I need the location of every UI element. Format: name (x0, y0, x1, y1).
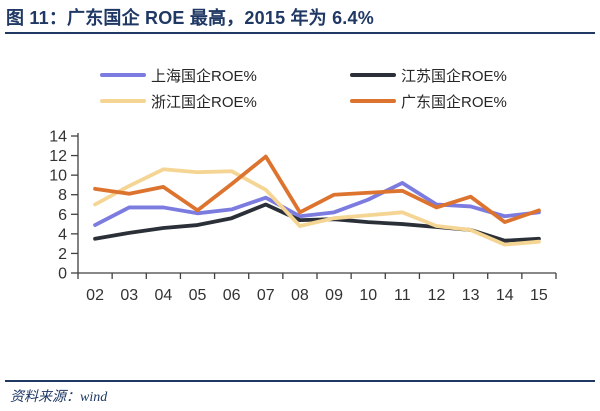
x-axis-tick-label: 08 (291, 287, 309, 304)
y-axis-tick-label: 2 (58, 246, 67, 263)
legend-label: 广东国企ROE% (401, 93, 507, 111)
x-axis-tick-label: 04 (154, 287, 172, 304)
y-axis-tick-label: 10 (49, 168, 67, 185)
y-axis-tick-label: 0 (58, 266, 67, 283)
x-axis-tick-label: 06 (223, 287, 241, 304)
series-line-shanghai (93, 181, 541, 227)
legend-label: 浙江国企ROE% (151, 93, 257, 111)
x-axis-tick-label: 03 (120, 287, 138, 304)
series-line-zhejiang (93, 167, 541, 247)
series-line-guangdong (93, 154, 541, 225)
legend-item-zhejiang: 浙江国企ROE% (100, 90, 350, 112)
legend-item-jiangsu: 江苏国企ROE% (350, 64, 540, 86)
title-divider-line (5, 32, 595, 34)
footer-divider-line (5, 380, 595, 382)
x-axis-tick-label: 15 (530, 287, 548, 304)
y-axis-tick-label: 4 (58, 226, 67, 243)
data-source-label: 资料来源：wind (10, 390, 108, 405)
legend-line-swatch-guangdong (350, 99, 396, 103)
y-axis-tick-label: 6 (58, 207, 67, 224)
x-axis-tick-label: 02 (86, 287, 104, 304)
legend-line-swatch-shanghai (100, 73, 146, 77)
x-axis-tick-label: 14 (496, 287, 514, 304)
x-axis-tick-label: 07 (257, 287, 275, 304)
x-axis-tick-label: 10 (359, 287, 377, 304)
y-axis-tick-label: 8 (58, 187, 67, 204)
legend-item-shanghai: 上海国企ROE% (100, 64, 350, 86)
legend-item-guangdong: 广东国企ROE% (350, 90, 540, 112)
x-axis-tick-label: 11 (394, 287, 411, 304)
x-axis-tick-label: 12 (428, 287, 446, 304)
y-axis-tick-label: 12 (49, 148, 67, 165)
legend-label: 江苏国企ROE% (401, 67, 507, 85)
legend-label: 上海国企ROE% (151, 67, 257, 85)
legend-line-swatch-zhejiang (100, 99, 146, 103)
figure-title: 图 11：广东国企 ROE 最高，2015 年为 6.4% (6, 8, 374, 28)
chart-legend: 上海国企ROE% 江苏国企ROE% 浙江国企ROE% 广东国企ROE% (100, 64, 540, 112)
x-axis-tick-label: 05 (189, 287, 207, 304)
x-axis-tick-label: 09 (325, 287, 343, 304)
x-axis-tick-label: 13 (462, 287, 480, 304)
y-axis-tick-label: 14 (49, 129, 67, 146)
legend-line-swatch-jiangsu (350, 73, 396, 77)
